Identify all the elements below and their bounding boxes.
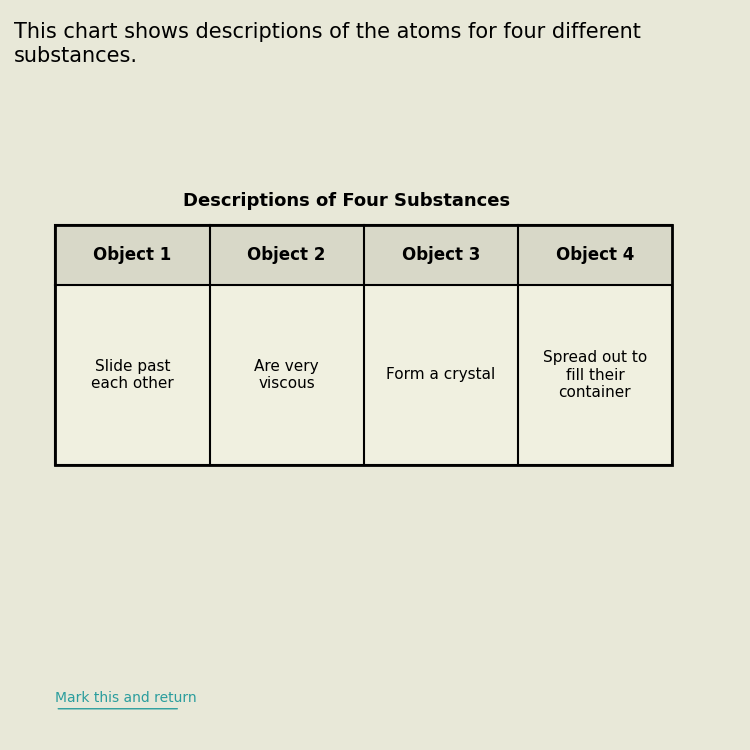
Text: Mark this and return: Mark this and return [56, 691, 197, 705]
FancyBboxPatch shape [56, 225, 672, 465]
Text: Are very
viscous: Are very viscous [254, 358, 319, 392]
Text: Object 1: Object 1 [93, 246, 172, 264]
Text: Slide past
each other: Slide past each other [91, 358, 174, 392]
Text: Object 3: Object 3 [401, 246, 480, 264]
FancyBboxPatch shape [56, 225, 672, 285]
Text: Object 2: Object 2 [248, 246, 326, 264]
Text: This chart shows descriptions of the atoms for four different
substances.: This chart shows descriptions of the ato… [13, 22, 640, 66]
Text: Object 4: Object 4 [556, 246, 634, 264]
Text: Spread out to
fill their
container: Spread out to fill their container [543, 350, 647, 400]
Text: Form a crystal: Form a crystal [386, 368, 496, 382]
Text: Descriptions of Four Substances: Descriptions of Four Substances [183, 192, 510, 210]
